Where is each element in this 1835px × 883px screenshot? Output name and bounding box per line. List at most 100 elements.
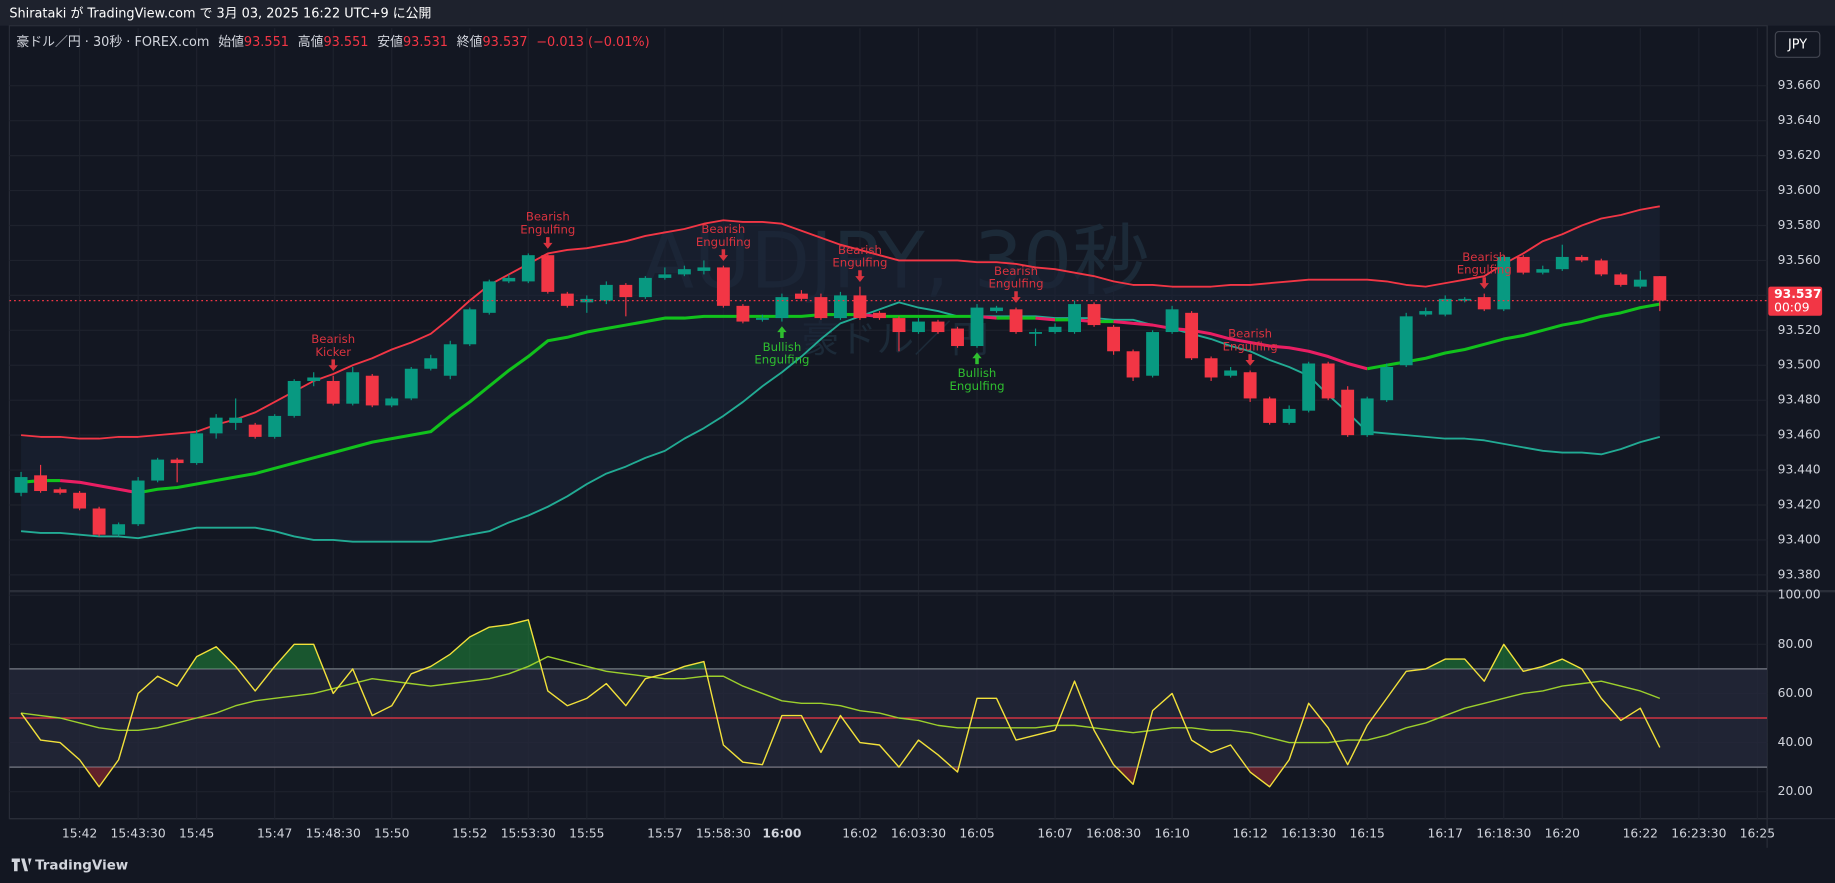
- candle-body: [73, 492, 87, 509]
- pattern-label: Bearish: [526, 210, 570, 224]
- legend-change: −0.013 (−0.01%): [536, 35, 649, 50]
- candle-body: [365, 375, 379, 406]
- candle-body: [1653, 276, 1667, 301]
- x-tick-label: 15:48:30: [306, 826, 361, 840]
- candle-body: [131, 480, 145, 525]
- legend-low-label: 安値: [377, 34, 403, 50]
- x-tick-label: 16:25: [1740, 826, 1775, 840]
- pattern-arrow: [1245, 354, 1255, 366]
- candle-body: [92, 508, 106, 535]
- candle-body: [1282, 408, 1296, 423]
- rsi-pane: [9, 619, 1768, 788]
- candle-body: [755, 318, 769, 320]
- candle-body: [112, 524, 126, 535]
- candle-body: [697, 267, 711, 271]
- candle-body: [1536, 269, 1550, 273]
- pattern-arrow: [1011, 291, 1021, 303]
- pattern-label: Engulfing: [832, 256, 887, 270]
- x-tick-label: 16:13:30: [1281, 826, 1336, 840]
- pattern-label: Engulfing: [520, 223, 575, 237]
- pattern-arrow: [777, 326, 787, 338]
- candle-body: [14, 477, 28, 493]
- candle-body: [1048, 326, 1062, 333]
- y-tick-label: 93.640: [1778, 113, 1821, 127]
- y-tick-label: 93.520: [1778, 323, 1821, 337]
- legend-high: 93.551: [323, 35, 368, 50]
- candle-body: [424, 358, 438, 369]
- x-tick-label: 16:18:30: [1476, 826, 1531, 840]
- pattern-label: Bearish: [311, 332, 355, 346]
- candle-body: [1185, 312, 1199, 359]
- x-tick-label: 16:23:30: [1671, 826, 1726, 840]
- x-tick-label: 16:05: [959, 826, 994, 840]
- candle-body: [658, 274, 672, 278]
- y-tick-label: 93.400: [1778, 532, 1821, 546]
- currency-button-label[interactable]: JPY: [1787, 38, 1807, 53]
- footer-bar: [0, 847, 1835, 883]
- x-tick-label: 15:58:30: [696, 826, 751, 840]
- last-price-label: 93.537: [1774, 287, 1821, 301]
- candle-body: [326, 380, 340, 404]
- y-tick-label: 93.620: [1778, 148, 1821, 162]
- candle-body: [1224, 370, 1238, 376]
- basis-line: [1035, 316, 1056, 322]
- candle-body: [151, 459, 165, 481]
- candle-body: [190, 433, 204, 464]
- x-tick-label: 16:03:30: [891, 826, 946, 840]
- candle-body: [346, 372, 360, 404]
- x-tick-label: 15:57: [647, 826, 682, 840]
- x-tick-label: 15:50: [374, 826, 409, 840]
- candle-body: [794, 293, 808, 299]
- candle-body: [34, 475, 48, 492]
- candle-body: [229, 417, 243, 423]
- overbought-fill: [188, 619, 1582, 669]
- pattern-label: Kicker: [315, 345, 351, 359]
- y-tick-label: 93.420: [1778, 498, 1821, 512]
- candle-body: [951, 328, 964, 347]
- candle-body: [1614, 274, 1628, 285]
- candle-body: [404, 368, 418, 399]
- rsi-line: [20, 619, 1661, 788]
- candle-body: [170, 459, 184, 464]
- legend: 豪ドル／円 · 30秒 · FOREX.com 始値93.551 高値93.55…: [16, 34, 649, 50]
- published-by: Shirataki が TradingView.com で 3月 03, 202…: [9, 7, 431, 22]
- candle-body: [307, 377, 321, 381]
- x-tick-label: 15:43:30: [111, 826, 166, 840]
- band-fill: [21, 206, 1660, 542]
- candle-body: [248, 424, 262, 437]
- candle-body: [1477, 297, 1491, 310]
- legend-symbol: 豪ドル／円 · 30秒 · FOREX.com: [16, 35, 209, 50]
- pattern-label: Bearish: [994, 264, 1038, 278]
- axes: 15:42 15:43:30 15:45 15:47 15:48:30 15:50 15:5…: [62, 78, 1823, 840]
- candle-body: [1068, 304, 1081, 333]
- candle-body: [1438, 298, 1452, 315]
- rsi-tick-label: 20.00: [1778, 784, 1813, 798]
- candle-body: [1380, 366, 1394, 401]
- legend-close-label: 終値: [457, 34, 483, 50]
- pattern-label: Bullish: [958, 366, 997, 380]
- pattern-label: Engulfing: [949, 379, 1004, 393]
- candle-body: [638, 277, 652, 298]
- candle-body: [892, 318, 906, 333]
- candle-body: [1575, 256, 1589, 261]
- rsi-tick-label: 100.00: [1778, 588, 1821, 602]
- y-tick-label: 93.600: [1778, 183, 1821, 197]
- candle-body: [482, 281, 496, 313]
- currency-button[interactable]: JPY: [1774, 30, 1821, 58]
- candle-body: [990, 307, 1003, 312]
- y-tick-label: 93.380: [1778, 567, 1821, 581]
- basis-line: [1366, 302, 1661, 371]
- basis-line: [1113, 320, 1368, 371]
- pattern-arrow: [855, 270, 865, 282]
- candle-body: [53, 489, 67, 493]
- candle-body: [560, 293, 574, 306]
- x-tick-label: 15:42: [62, 826, 97, 840]
- candle-body: [1263, 398, 1277, 423]
- candle-body: [1516, 256, 1530, 273]
- candle-body: [814, 297, 828, 319]
- pattern-label: Engulfing: [696, 235, 751, 249]
- currency-button-frame[interactable]: [1774, 30, 1821, 58]
- candle-body: [463, 309, 477, 345]
- x-tick-label: 15:47: [257, 826, 292, 840]
